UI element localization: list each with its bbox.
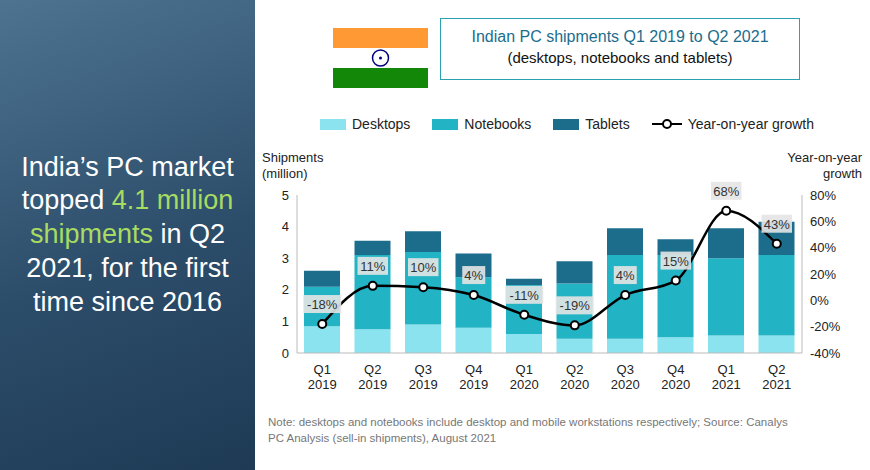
svg-text:68%: 68% — [713, 184, 739, 199]
svg-text:11%: 11% — [360, 259, 385, 274]
svg-text:Q42019: Q42019 — [459, 362, 488, 392]
svg-text:Q32019: Q32019 — [409, 362, 438, 392]
svg-text:Q22019: Q22019 — [358, 362, 387, 392]
svg-text:Q12021: Q12021 — [712, 362, 741, 392]
svg-text:-18%: -18% — [307, 297, 338, 312]
svg-text:0%: 0% — [810, 293, 829, 308]
html-text:Shipments (million): Shipments (million) — [262, 150, 324, 181]
svg-text:Q12020: Q12020 — [510, 362, 539, 392]
html-text:Indian PC shipments Q1 2019 to: Indian PC shipments Q1 2019 to Q2 2021 — [471, 28, 769, 45]
svg-text:-19%: -19% — [560, 298, 591, 313]
svg-text:4%: 4% — [616, 268, 635, 283]
svg-text:20%: 20% — [810, 267, 836, 282]
svg-text:15%: 15% — [663, 254, 689, 269]
html-text:Note: desktops and notebooks i: Note: desktops and notebooks include des… — [268, 416, 788, 445]
svg-text:4: 4 — [282, 219, 289, 234]
svg-text:60%: 60% — [810, 214, 836, 229]
svg-text:5: 5 — [282, 188, 289, 203]
html-text:Notebooks: Notebooks — [464, 116, 532, 132]
svg-text:3: 3 — [282, 251, 289, 266]
svg-text:Q22020: Q22020 — [560, 362, 589, 392]
svg-text:43%: 43% — [764, 217, 790, 232]
svg-text:4%: 4% — [464, 268, 483, 283]
svg-text:Q22021: Q22021 — [762, 362, 791, 392]
html-text:India’s PC market topped 4.1 m: India’s PC market topped 4.1 million shi… — [21, 151, 234, 317]
svg-text:Q42020: Q42020 — [661, 362, 690, 392]
svg-text:40%: 40% — [810, 240, 836, 255]
html-text:Tablets: Tablets — [585, 116, 630, 132]
html-text:(desktops, notebooks and table: (desktops, notebooks and tablets) — [507, 49, 733, 66]
svg-text:-20%: -20% — [810, 319, 841, 334]
svg-text:2: 2 — [282, 282, 289, 297]
svg-text:-11%: -11% — [510, 288, 540, 303]
svg-text:10%: 10% — [410, 260, 436, 275]
svg-text:1: 1 — [282, 314, 289, 329]
html-text:Year-on-year growth: Year-on-year growth — [687, 116, 814, 132]
svg-text:Q12019: Q12019 — [308, 362, 337, 392]
html-text:Year-on-year growth: Year-on-year growth — [787, 150, 862, 181]
svg-text:Q32020: Q32020 — [611, 362, 640, 392]
svg-text:-40%: -40% — [810, 346, 841, 361]
html-text:Desktops: Desktops — [352, 116, 411, 132]
svg-text:80%: 80% — [810, 188, 836, 203]
svg-text:0: 0 — [282, 346, 289, 361]
